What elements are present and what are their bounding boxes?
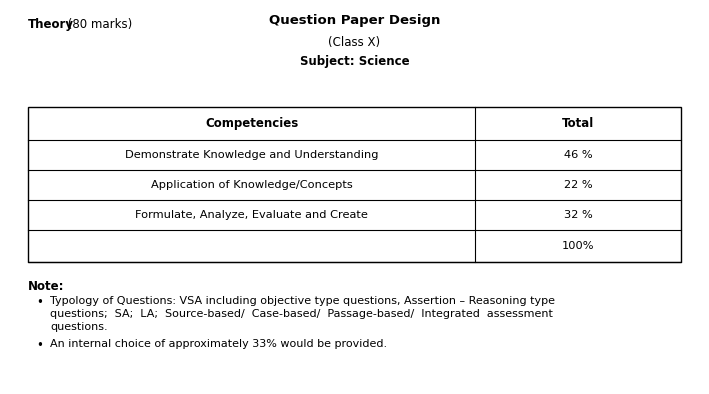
Text: An internal choice of approximately 33% would be provided.: An internal choice of approximately 33% … [50,339,387,349]
Text: 100%: 100% [562,241,594,251]
Text: questions.: questions. [50,322,108,332]
Text: Question Paper Design: Question Paper Design [269,14,440,27]
Text: (Class X): (Class X) [328,36,381,49]
Text: Formulate, Analyze, Evaluate and Create: Formulate, Analyze, Evaluate and Create [135,210,368,220]
Text: Typology of Questions: VSA including objective type questions, Assertion – Reaso: Typology of Questions: VSA including obj… [50,296,555,306]
Text: •: • [36,339,43,352]
Text: •: • [36,296,43,309]
Text: Total: Total [562,117,594,130]
Text: Competencies: Competencies [205,117,298,130]
Text: (80 marks): (80 marks) [64,18,133,31]
Text: Subject: Science: Subject: Science [300,55,409,68]
Text: Note:: Note: [28,280,65,293]
Text: 32 %: 32 % [564,210,593,220]
Text: Demonstrate Knowledge and Understanding: Demonstrate Knowledge and Understanding [125,150,379,160]
Text: 46 %: 46 % [564,150,593,160]
Text: Theory: Theory [28,18,74,31]
Bar [28,107,681,262]
Text: questions;  SA;  LA;  Source-based/  Case-based/  Passage-based/  Integrated  as: questions; SA; LA; Source-based/ Case-ba… [50,309,553,319]
Text: Application of Knowledge/Concepts: Application of Knowledge/Concepts [151,180,352,190]
Text: 22 %: 22 % [564,180,593,190]
